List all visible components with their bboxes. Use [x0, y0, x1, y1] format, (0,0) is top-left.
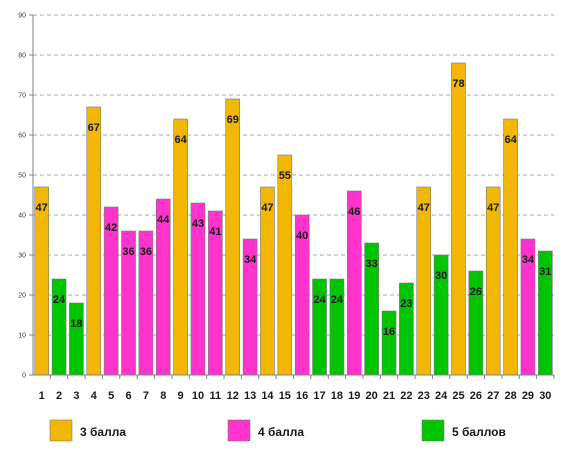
legend-label: 5 баллов: [452, 425, 506, 439]
x-tick-label: 8: [160, 390, 166, 402]
data-label: 46: [348, 206, 360, 218]
legend: 3 балла 4 балла 5 баллов: [49, 419, 506, 442]
x-tick-label: 14: [261, 390, 274, 402]
data-label: 30: [435, 270, 447, 282]
x-tick-label: 13: [244, 390, 256, 402]
x-tick-label: 15: [279, 390, 291, 402]
data-label: 36: [122, 246, 134, 258]
y-tick-label: 30: [18, 253, 26, 260]
bars: [34, 62, 553, 376]
x-tick-label: 7: [143, 390, 149, 402]
bar: [451, 62, 466, 376]
bar: [416, 186, 432, 376]
bar: [399, 282, 414, 376]
data-label: 36: [140, 246, 152, 258]
data-label: 23: [400, 298, 412, 310]
data-label: 24: [313, 294, 326, 306]
x-tick-label: 20: [366, 390, 378, 402]
legend-swatch: [421, 419, 445, 442]
y-tick-label: 50: [18, 173, 26, 180]
x-tick-label: 26: [470, 390, 482, 402]
x-tick-label: 28: [504, 390, 516, 402]
data-label: 64: [504, 134, 517, 146]
data-label: 18: [70, 318, 82, 330]
data-label: 67: [88, 122, 100, 134]
x-tick-label: 16: [296, 390, 308, 402]
x-tick-label: 6: [125, 390, 131, 402]
x-tick-label: 12: [227, 390, 239, 402]
legend-label: 3 балла: [80, 425, 126, 439]
bar: [260, 186, 275, 376]
x-tick-label: 5: [108, 390, 114, 402]
y-tick-label: 40: [18, 213, 26, 220]
data-label: 78: [452, 78, 464, 90]
legend-swatch: [227, 419, 251, 442]
data-label: 69: [227, 114, 239, 126]
data-label: 24: [331, 294, 344, 306]
bar: [86, 106, 102, 376]
y-tick-label: 80: [18, 53, 26, 60]
data-label: 43: [192, 218, 204, 230]
data-label: 34: [244, 254, 257, 266]
data-label: 33: [366, 258, 378, 270]
data-label: 47: [487, 202, 499, 214]
data-label: 16: [383, 326, 395, 338]
x-tick-label: 21: [383, 390, 395, 402]
y-tick-label: 20: [18, 293, 26, 300]
data-label: 42: [105, 222, 117, 234]
y-tick-label: 90: [18, 13, 26, 20]
y-tick-label: 70: [18, 93, 26, 100]
y-tick-label: 0: [22, 373, 26, 380]
y-tick-label: 10: [18, 333, 26, 340]
data-label: 64: [174, 134, 187, 146]
x-tick-label: 22: [400, 390, 412, 402]
data-label: 41: [209, 226, 221, 238]
data-label: 47: [36, 202, 48, 214]
bar: [503, 118, 518, 376]
x-tick-label: 17: [313, 390, 325, 402]
bar: [381, 310, 397, 376]
x-tick-label: 19: [348, 390, 360, 402]
x-tick-label: 11: [210, 390, 222, 402]
data-label: 24: [53, 294, 66, 306]
data-label: 55: [279, 170, 291, 182]
bar: [34, 186, 49, 376]
data-label: 31: [539, 266, 551, 278]
x-tick-label: 24: [435, 390, 448, 402]
bar: [485, 186, 501, 376]
x-tick-label: 25: [452, 390, 464, 402]
y-tick-label: 60: [18, 133, 26, 140]
data-label: 26: [470, 286, 482, 298]
bar: [346, 190, 362, 376]
data-label: 44: [157, 214, 170, 226]
x-tick-label: 9: [178, 390, 184, 402]
x-tick-label: 3: [73, 390, 79, 402]
bar: [173, 118, 188, 376]
x-tick-label: 18: [331, 390, 343, 402]
data-label: 34: [522, 254, 535, 266]
x-tick-label: 30: [539, 390, 551, 402]
bar: [225, 98, 241, 376]
data-label: 47: [261, 202, 273, 214]
x-tick-label: 27: [487, 390, 499, 402]
x-tick-label: 4: [91, 390, 98, 402]
x-tick-label: 1: [39, 390, 45, 402]
data-label: 40: [296, 230, 308, 242]
x-tick-label: 2: [56, 390, 62, 402]
x-tick-label: 23: [418, 390, 430, 402]
grid-lines: [33, 14, 554, 336]
x-tick-label: 10: [192, 390, 204, 402]
x-tick-label: 29: [522, 390, 534, 402]
data-label: 47: [418, 202, 430, 214]
data-labels: 47 24 18 67 42 36 36 44 64 43 41 69 34 47 55 40 24 24 46 33…: [36, 78, 552, 338]
legend-label: 4 балла: [258, 425, 304, 439]
bar: [277, 154, 293, 376]
legend-swatch: [49, 419, 73, 442]
bar: [69, 302, 84, 376]
